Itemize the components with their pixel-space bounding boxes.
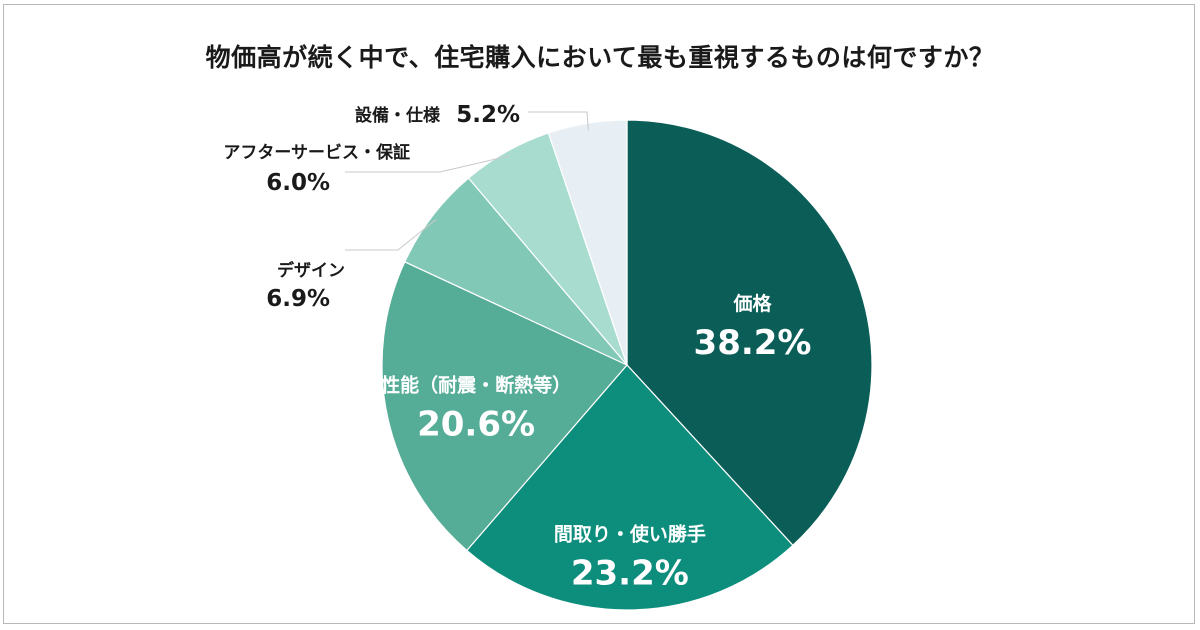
slice-label-0: 価格 [733,292,773,315]
pie-slice-2 [381,261,628,552]
chart-title: 物価高が続く中で、住宅購入において最も重視するものは何ですか？ [205,43,995,72]
slice-value-5: 5.2% [456,102,520,128]
slice-value-4: 6.0% [266,170,330,196]
slice-label-2: 性能（耐震・断熱等） [381,373,571,396]
slice-value-2: 20.6% [417,404,535,444]
leader-line-5 [528,111,589,131]
chart-frame [3,4,1195,624]
leader-line-4 [345,155,509,173]
slice-label-5: 設備・仕様 [355,105,441,126]
pie-slice-0 [626,119,873,547]
pie-slice-1 [466,364,794,611]
slice-value-3: 6.9% [266,286,330,312]
leader-line-3 [345,219,437,251]
slice-value-1: 23.2% [571,553,689,593]
slice-label-1: 間取り・使い勝手 [554,522,706,545]
slice-label-3: デザイン [277,260,345,281]
pie-slice-3 [403,177,628,366]
pie-slice-5 [547,119,628,366]
slice-label-4: アフターサービス・保証 [223,142,410,163]
slice-value-0: 38.2% [694,323,812,363]
